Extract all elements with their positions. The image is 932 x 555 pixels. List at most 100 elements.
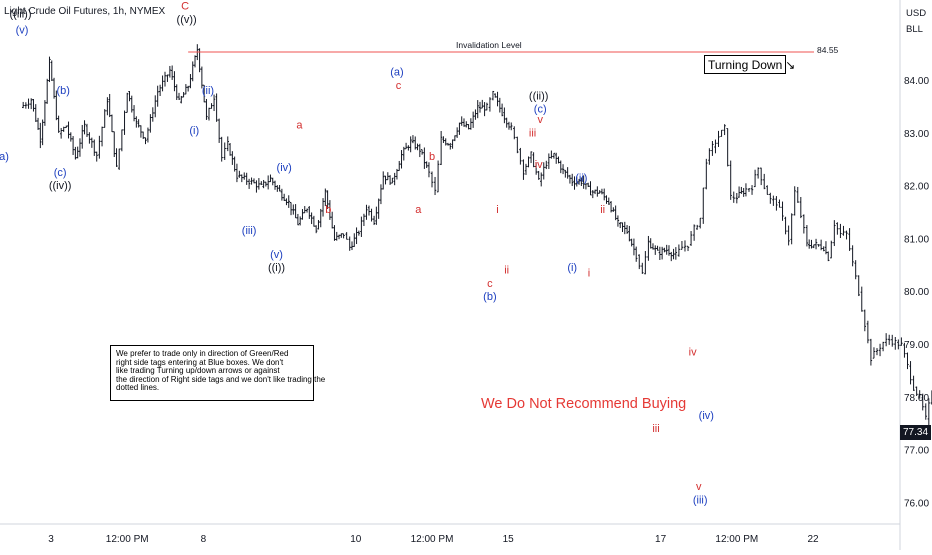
ohlc-bar [135, 116, 138, 128]
ohlc-bar [386, 172, 390, 181]
ohlc-bar [790, 213, 793, 245]
ohlc-bar [500, 103, 504, 117]
wave-label: iii [529, 127, 536, 139]
ohlc-bar [903, 342, 906, 358]
ohlc-bar [340, 233, 343, 238]
ohlc-bar [619, 222, 622, 229]
ohlc-bar [59, 127, 63, 139]
y-tick-label: 76.00 [904, 498, 929, 509]
recommend-text: We Do Not Recommend Buying [481, 396, 687, 412]
ohlc-bar [580, 177, 583, 186]
ohlc-bar [540, 172, 543, 187]
ohlc-bar [220, 136, 223, 162]
ohlc-bar [735, 192, 738, 204]
ohlc-bar [644, 251, 647, 275]
ohlc-bar [449, 142, 452, 150]
ohlc-bar [462, 118, 466, 127]
ohlc-bar [110, 114, 114, 133]
ohlc-bar [635, 246, 638, 262]
ohlc-bar [301, 209, 304, 220]
ohlc-bar [69, 132, 73, 142]
ohlc-bar [24, 102, 28, 109]
ohlc-bar [71, 136, 75, 155]
ohlc-bar [702, 187, 705, 224]
ohlc-bar [29, 98, 33, 110]
ohlc-bar [753, 169, 757, 188]
turning-down-label: Turning Down [708, 57, 783, 72]
currency-line-1: USD [906, 8, 927, 19]
ohlc-bar [851, 245, 854, 267]
ohlc-bar [243, 172, 246, 180]
ohlc-bar [282, 193, 286, 201]
ohlc-bar [52, 77, 56, 99]
ohlc-bar [830, 240, 833, 259]
ohlc-bar [596, 186, 599, 197]
ohlc-bar [238, 170, 241, 178]
ohlc-bar [120, 129, 124, 152]
ohlc-bar [65, 125, 68, 129]
ohlc-bar [799, 196, 803, 219]
ohlc-bar [416, 143, 419, 151]
ohlc-bar [308, 206, 311, 219]
y-tick-label: 84.00 [904, 76, 929, 87]
ohlc-bar [891, 334, 894, 347]
ohlc-bar [593, 189, 597, 195]
ohlc-bar [365, 204, 368, 220]
ohlc-bar [57, 115, 60, 133]
ohlc-bar [575, 176, 578, 187]
ohlc-bar [280, 188, 284, 201]
wave-label: i [496, 204, 498, 216]
ohlc-bar [451, 139, 454, 149]
ohlc-bar [507, 121, 511, 130]
ohlc-bar [202, 84, 206, 103]
ohlc-bar [117, 148, 121, 170]
ohlc-bar [32, 98, 35, 112]
ohlc-bar [632, 238, 636, 256]
ohlc-bar [612, 207, 615, 212]
ohlc-bar [273, 180, 277, 190]
ohlc-bar [184, 84, 188, 95]
ohlc-bar [582, 175, 585, 189]
ohlc-bar [103, 109, 106, 128]
ohlc-bar [807, 239, 811, 249]
ohlc-bar [503, 107, 506, 124]
ohlc-bar [869, 338, 873, 366]
ohlc-bar [740, 186, 743, 194]
ohlc-bar [106, 97, 109, 116]
ohlc-bar [409, 136, 412, 153]
ohlc-bar [534, 162, 538, 175]
ohlc-bar [866, 320, 870, 344]
ohlc-bar [781, 201, 784, 221]
ohlc-bar [411, 135, 415, 144]
invalidation-label: Invalidation Level [456, 40, 522, 50]
ohlc-bar [444, 138, 447, 146]
ohlc-bar [857, 275, 860, 297]
ohlc-bar [848, 228, 851, 251]
ohlc-bar [305, 208, 309, 213]
ohlc-bar [603, 188, 606, 201]
ohlc-bar [488, 97, 492, 112]
ohlc-bar [88, 132, 91, 144]
ohlc-bar [630, 238, 633, 247]
ohlc-bar [705, 158, 708, 190]
ohlc-bar [793, 186, 796, 216]
ohlc-bar [894, 337, 897, 350]
currency-label[interactable]: USD BLL [906, 6, 926, 38]
ohlc-bar [759, 167, 763, 186]
ohlc-bar [173, 71, 176, 92]
ohlc-bar [641, 262, 644, 274]
ohlc-bar [547, 153, 551, 169]
ohlc-bar [287, 195, 290, 208]
ohlc-bar [433, 176, 437, 196]
ohlc-bar [62, 126, 65, 132]
ohlc-bar [407, 145, 410, 151]
ohlc-bar [423, 147, 426, 169]
x-tick-label: 15 [503, 534, 515, 545]
ohlc-bar [787, 225, 790, 246]
ohlc-bar [875, 348, 879, 356]
last-price-tag: 77.34 [900, 425, 931, 440]
ohlc-bar [193, 55, 197, 68]
y-tick-label: 82.00 [904, 182, 929, 193]
ohlc-bar [537, 170, 540, 180]
ohlc-bar [324, 188, 327, 207]
